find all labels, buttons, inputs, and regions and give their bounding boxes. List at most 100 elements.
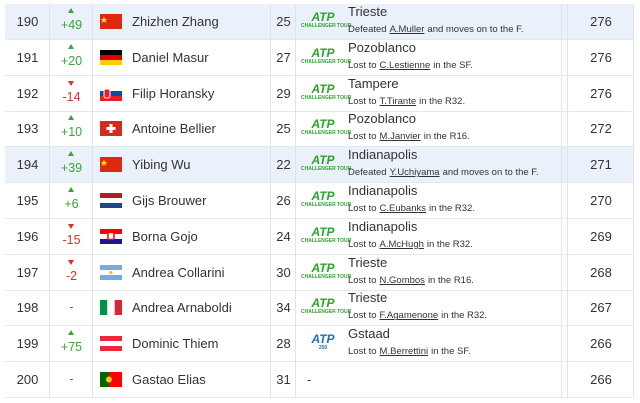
logo-mark: ATP <box>311 117 335 132</box>
cell-border <box>50 147 93 183</box>
cell-border <box>296 218 562 254</box>
player-name: Gastao Elias <box>132 372 206 387</box>
result: Lost to C.Lestienne in the SF. <box>348 60 476 71</box>
flag <box>100 49 122 65</box>
table-row: 199 +75 Dominic Thiem 28 ATP 250 Gstaad Lost to… <box>5 326 634 363</box>
logo-label: 250 <box>318 345 328 352</box>
tour-logo: ATP 250 <box>301 333 345 351</box>
cell-border <box>271 75 296 111</box>
flag-shape <box>100 228 122 244</box>
rank-change: +39 <box>60 161 83 176</box>
logo-label: CHALLENGER TOUR <box>301 309 352 316</box>
cell-border <box>5 4 50 39</box>
cell-border <box>562 183 568 218</box>
flag-shape <box>100 14 122 29</box>
tour-logo: ATP CHALLENGER TOUR <box>301 190 351 208</box>
cell-border <box>296 111 562 147</box>
cell-border <box>568 39 634 75</box>
player-name: Filip Horansky <box>132 85 215 101</box>
age: 29 <box>276 85 291 101</box>
rank-change: - <box>69 300 74 315</box>
player-name: Andrea Arnaboldi <box>132 300 232 316</box>
age: 26 <box>276 193 291 208</box>
result: Lost to A.McHugh in the R32. <box>348 239 476 250</box>
flag-shape <box>100 193 122 208</box>
tour-logo: ATP CHALLENGER TOUR <box>301 297 352 316</box>
cell-border <box>93 218 271 254</box>
cell-border <box>50 75 93 111</box>
age: 27 <box>276 49 291 65</box>
tour-logo: ATP CHALLENGER TOUR <box>301 83 352 101</box>
rank-change: +49 <box>60 18 83 32</box>
cell-border <box>271 326 296 362</box>
table-row: 197 -2 Andrea Collarini 30 ATP CHALLENGER TOU… <box>5 254 634 291</box>
logo-label: CHALLENGER TOUR <box>301 94 352 101</box>
player-name: Antoine Bellier <box>132 121 216 137</box>
cell-border <box>562 362 568 397</box>
result-prefix: Lost to <box>348 274 377 286</box>
tournament: Pozoblanco <box>348 39 416 55</box>
table-row: 196 -15 Borna Gojo 24 ATP CHALLENGER TOUR Indi… <box>5 218 634 255</box>
cell-border <box>568 290 634 326</box>
cell-border <box>93 147 271 183</box>
tournament: Tampere <box>348 75 399 91</box>
cell-border <box>562 75 568 111</box>
flag-shape <box>100 121 122 137</box>
flag-shape <box>100 300 122 316</box>
flag <box>100 264 122 280</box>
up-arrow <box>68 187 74 192</box>
result-prefix: Defeated <box>348 24 387 35</box>
cell-border <box>5 39 50 75</box>
logo-label: CHALLENGER TOUR <box>301 58 352 65</box>
logo-label: CHALLENGER TOUR <box>301 23 352 29</box>
up-arrow <box>68 8 74 13</box>
rank: 195 <box>16 193 39 208</box>
cell-border <box>296 75 562 111</box>
cell-border <box>562 218 568 254</box>
cell-border <box>5 326 50 362</box>
table-row: 191 +20 Daniel Masur 27 ATP CHALLENGER TOUR Po… <box>5 39 634 76</box>
flag <box>100 121 122 137</box>
cell-border <box>568 362 634 397</box>
cell-border <box>296 39 562 75</box>
tournament: Pozoblanco <box>348 111 416 127</box>
tournament: Indianapolis <box>348 218 418 234</box>
logo-mark: ATP <box>311 332 335 347</box>
cell-border <box>296 183 562 218</box>
result: Lost to M.Janvier in the R16. <box>348 131 473 142</box>
cell-border <box>271 4 296 39</box>
points: 266 <box>590 336 612 352</box>
cell-border <box>93 39 271 75</box>
cell-border <box>93 75 271 111</box>
cell-border <box>296 290 562 326</box>
opponent: Y.Uchiyama <box>389 167 440 179</box>
table-row: 193 +10 Antoine Bellier 25 ATP CHALLENGER TOU… <box>5 111 634 148</box>
tournament: - <box>307 372 312 387</box>
logo-mark: ATP <box>311 153 335 168</box>
cell-border <box>93 290 271 326</box>
flag-shape <box>100 264 122 280</box>
logo-label: CHALLENGER TOUR <box>301 166 352 173</box>
tournament: Gstaad <box>348 326 390 342</box>
player-name: Zhizhen Zhang <box>132 14 219 29</box>
opponent: A.McHugh <box>379 238 424 250</box>
result: Lost to T.Tirante in the R32. <box>348 96 468 107</box>
table-row: 192 -14 Filip Horansky 29 ATP CHALLENGER TOUR… <box>5 75 634 112</box>
player-name: Andrea Collarini <box>132 264 225 280</box>
cell-border <box>271 39 296 75</box>
flag-shape <box>100 336 122 352</box>
rank: 194 <box>16 157 39 173</box>
cell-border <box>568 4 634 39</box>
cell-border <box>5 147 50 183</box>
rank-change: +6 <box>64 197 79 211</box>
cell-border <box>296 362 562 397</box>
rank: 199 <box>16 336 39 352</box>
flag-shape <box>100 157 122 173</box>
cell-border <box>568 75 634 111</box>
cell-border <box>5 111 50 147</box>
cell-border <box>562 111 568 147</box>
cell-border <box>271 254 296 290</box>
points: 266 <box>590 372 612 387</box>
points: 269 <box>590 228 612 244</box>
